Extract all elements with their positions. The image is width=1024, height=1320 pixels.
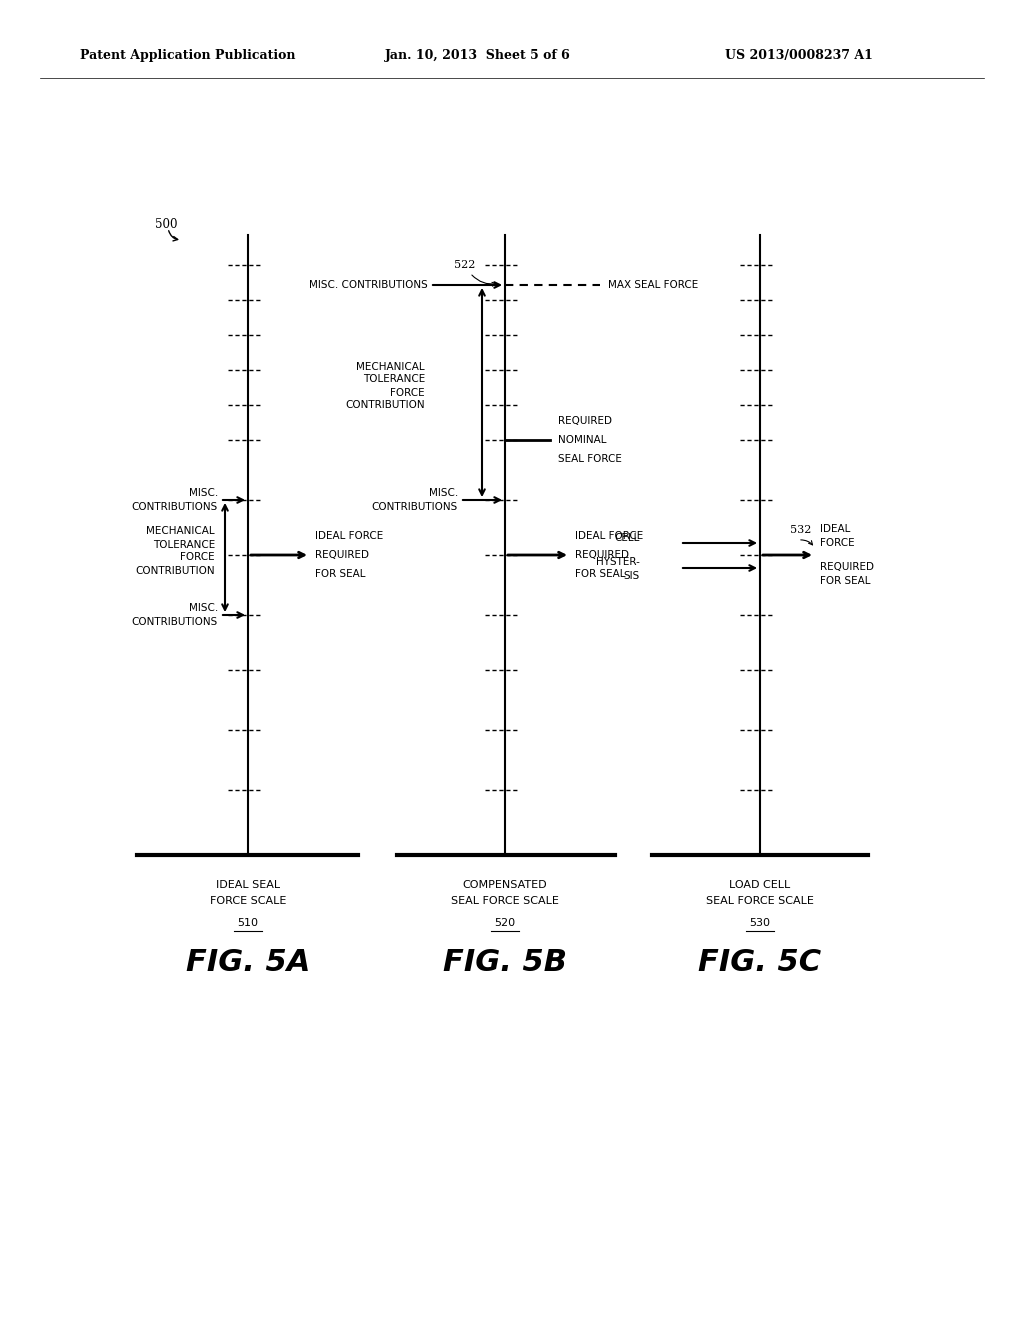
Text: CONTRIBUTION: CONTRIBUTION — [135, 565, 215, 576]
Text: MECHANICAL: MECHANICAL — [146, 527, 215, 536]
Text: 500: 500 — [155, 219, 177, 231]
Text: CELL: CELL — [614, 533, 640, 543]
Text: IDEAL SEAL: IDEAL SEAL — [216, 880, 280, 890]
Text: Patent Application Publication: Patent Application Publication — [80, 49, 296, 62]
Text: TOLERANCE: TOLERANCE — [153, 540, 215, 549]
Text: SEAL FORCE: SEAL FORCE — [558, 454, 622, 465]
Text: IDEAL: IDEAL — [820, 524, 850, 535]
Text: FORCE: FORCE — [390, 388, 425, 397]
Text: COMPENSATED: COMPENSATED — [463, 880, 547, 890]
Text: REQUIRED: REQUIRED — [575, 550, 629, 560]
Text: CONTRIBUTIONS: CONTRIBUTIONS — [372, 502, 458, 512]
Text: FOR SEAL: FOR SEAL — [575, 569, 626, 579]
Text: SEAL FORCE SCALE: SEAL FORCE SCALE — [451, 896, 559, 906]
Text: FIG. 5B: FIG. 5B — [443, 948, 567, 977]
Text: MAX SEAL FORCE: MAX SEAL FORCE — [608, 280, 698, 290]
Text: HYSTER-: HYSTER- — [596, 557, 640, 568]
Text: REQUIRED: REQUIRED — [315, 550, 369, 560]
Text: TOLERANCE: TOLERANCE — [362, 375, 425, 384]
Text: MISC.: MISC. — [429, 488, 458, 498]
Text: REQUIRED: REQUIRED — [558, 416, 612, 426]
Text: IDEAL FORCE: IDEAL FORCE — [575, 531, 643, 541]
Text: 520: 520 — [495, 917, 515, 928]
Text: CONTRIBUTION: CONTRIBUTION — [345, 400, 425, 411]
Text: FOR SEAL: FOR SEAL — [315, 569, 366, 579]
Text: FIG. 5C: FIG. 5C — [698, 948, 821, 977]
Text: 510: 510 — [238, 917, 258, 928]
Text: FOR SEAL: FOR SEAL — [820, 576, 870, 586]
Text: 522: 522 — [455, 260, 476, 271]
Text: 530: 530 — [750, 917, 770, 928]
Text: REQUIRED: REQUIRED — [820, 562, 874, 572]
Text: FORCE SCALE: FORCE SCALE — [210, 896, 286, 906]
Text: US 2013/0008237 A1: US 2013/0008237 A1 — [725, 49, 872, 62]
Text: MISC.: MISC. — [188, 603, 218, 612]
Text: SIS: SIS — [624, 572, 640, 581]
Text: NOMINAL: NOMINAL — [558, 436, 606, 445]
Text: LOAD CELL: LOAD CELL — [729, 880, 791, 890]
Text: MISC.: MISC. — [188, 488, 218, 498]
Text: FORCE: FORCE — [820, 539, 855, 548]
Text: FIG. 5A: FIG. 5A — [185, 948, 310, 977]
Text: Jan. 10, 2013  Sheet 5 of 6: Jan. 10, 2013 Sheet 5 of 6 — [385, 49, 570, 62]
Text: 532: 532 — [790, 525, 811, 535]
Text: SEAL FORCE SCALE: SEAL FORCE SCALE — [707, 896, 814, 906]
Text: IDEAL FORCE: IDEAL FORCE — [315, 531, 383, 541]
Text: CONTRIBUTIONS: CONTRIBUTIONS — [132, 616, 218, 627]
Text: MECHANICAL: MECHANICAL — [356, 362, 425, 371]
Text: MISC. CONTRIBUTIONS: MISC. CONTRIBUTIONS — [309, 280, 428, 290]
Text: FORCE: FORCE — [180, 553, 215, 562]
Text: CONTRIBUTIONS: CONTRIBUTIONS — [132, 502, 218, 512]
